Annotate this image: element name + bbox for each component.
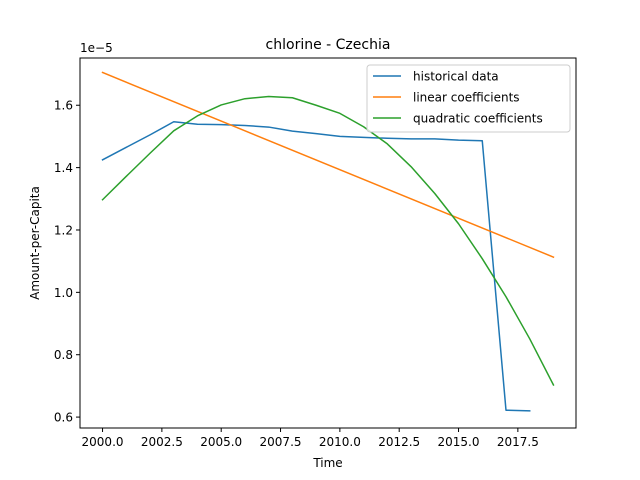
historical-data-line (101, 121, 531, 412)
legend: historical data linear coefficients quad… (366, 64, 571, 133)
series-lines (101, 71, 555, 412)
legend-label-historical: historical data (413, 70, 499, 84)
plot-frame (79, 57, 577, 429)
legend-label-quadratic: quadratic coefficients (413, 112, 543, 126)
x-tick-label: 2000.0 (82, 435, 124, 449)
quadratic-coefficients-line (101, 95, 555, 386)
x-tick-label: 2002.5 (141, 435, 183, 449)
x-tick-label: 2017.5 (497, 435, 539, 449)
x-axis-label: Time (312, 456, 342, 470)
x-axis-ticks: 2000.0 2002.5 2005.0 2007.5 2010.0 2012.5 2015… (82, 428, 539, 449)
legend-box (366, 64, 571, 133)
legend-label-linear: linear coefficients (413, 91, 520, 105)
x-tick-label: 2005.0 (200, 435, 242, 449)
x-tick-label: 2015.0 (438, 435, 480, 449)
y-axis-ticks: 0.6 0.8 1.0 1.2 1.4 1.6 (54, 99, 80, 425)
chart-title: chlorine - Czechia (266, 37, 391, 53)
y-tick-label: 0.6 (54, 411, 73, 425)
y-tick-label: 1.0 (54, 286, 73, 300)
x-tick-label: 2010.0 (319, 435, 361, 449)
y-tick-label: 1.2 (54, 223, 73, 237)
y-axis-offset-label: 1e−5 (80, 41, 113, 55)
y-tick-label: 0.8 (54, 348, 73, 362)
y-tick-label: 1.4 (54, 161, 73, 175)
x-tick-label: 2007.5 (260, 435, 302, 449)
x-tick-label: 2012.5 (378, 435, 420, 449)
y-axis-label: Amount-per-Capita (28, 186, 42, 300)
y-tick-label: 1.6 (54, 99, 73, 113)
linear-coefficients-line (101, 71, 555, 259)
